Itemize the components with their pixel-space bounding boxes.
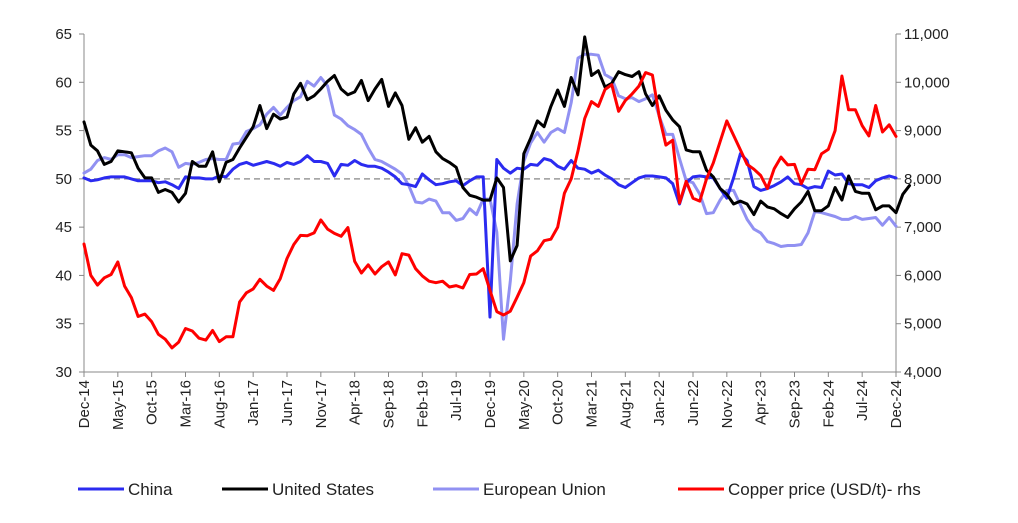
right-y-tick-label: 8,000 xyxy=(904,171,942,188)
x-tick-label: Nov-22 xyxy=(719,380,736,428)
x-tick-label: Jun-17 xyxy=(279,380,296,426)
x-tick-label: Nov-17 xyxy=(313,380,330,428)
series-line-copper-price-usd-t-rhs xyxy=(82,71,898,350)
x-tick-label: Apr-18 xyxy=(347,380,364,425)
legend-label-copper-price-usd-t-rhs: Copper price (USD/t)- rhs xyxy=(728,480,921,499)
right-y-tick-label: 10,000 xyxy=(904,74,950,91)
x-tick-label: Apr-23 xyxy=(753,380,770,425)
x-tick-label: Jun-22 xyxy=(685,380,702,426)
left-y-tick-label: 55 xyxy=(55,123,72,140)
left-y-tick-label: 45 xyxy=(55,219,72,236)
x-tick-label: Sep-23 xyxy=(787,380,804,428)
right-y-tick-label: 6,000 xyxy=(904,267,942,284)
x-tick-label: Feb-19 xyxy=(414,380,431,428)
series-line-united-states xyxy=(82,35,911,263)
right-y-tick-label: 4,000 xyxy=(904,364,942,381)
left-y-tick-label: 50 xyxy=(55,171,72,188)
x-tick-label: Jul-24 xyxy=(854,380,871,421)
right-y-tick-label: 7,000 xyxy=(904,219,942,236)
series-layer xyxy=(82,35,911,350)
x-tick-label: Dec-24 xyxy=(888,380,905,428)
x-tick-label: Oct-15 xyxy=(144,380,161,425)
x-tick-label: Aug-21 xyxy=(617,380,634,428)
x-tick-label: Mar-16 xyxy=(178,380,195,428)
left-y-tick-label: 30 xyxy=(55,364,72,381)
x-tick-label: Oct-20 xyxy=(550,380,567,425)
x-tick-label: Aug-16 xyxy=(211,380,228,428)
left-y-tick-label: 40 xyxy=(55,267,72,284)
x-tick-label: Jan-17 xyxy=(245,380,262,426)
x-tick-label: Dec-14 xyxy=(76,380,93,428)
legend-label-united-states: United States xyxy=(272,480,374,499)
x-tick-label: May-20 xyxy=(516,380,533,430)
left-y-tick-label: 35 xyxy=(55,316,72,333)
legend-label-china: China xyxy=(128,480,173,499)
x-tick-label: Jul-19 xyxy=(448,380,465,421)
x-tick-label: Sep-18 xyxy=(381,380,398,428)
right-y-tick-label: 5,000 xyxy=(904,316,942,333)
legend-label-european-union: European Union xyxy=(483,480,606,499)
x-tick-label: Feb-24 xyxy=(820,380,837,428)
legend: China United States European Union Copper p… xyxy=(78,480,921,499)
left-y-tick-label: 60 xyxy=(55,74,72,91)
x-tick-label: Mar-21 xyxy=(584,380,601,428)
x-tick-label: Dec-19 xyxy=(482,380,499,428)
left-y-tick-label: 65 xyxy=(55,26,72,43)
right-y-tick-label: 11,000 xyxy=(904,26,949,43)
x-tick-label: May-15 xyxy=(110,380,127,430)
x-tick-label: Jan-22 xyxy=(651,380,668,426)
axes-layer: 30 35 40 45 50 55 60 65 4,000 5,000 6,000 7,000 8,00… xyxy=(55,26,950,430)
right-y-tick-label: 9,000 xyxy=(904,123,942,140)
